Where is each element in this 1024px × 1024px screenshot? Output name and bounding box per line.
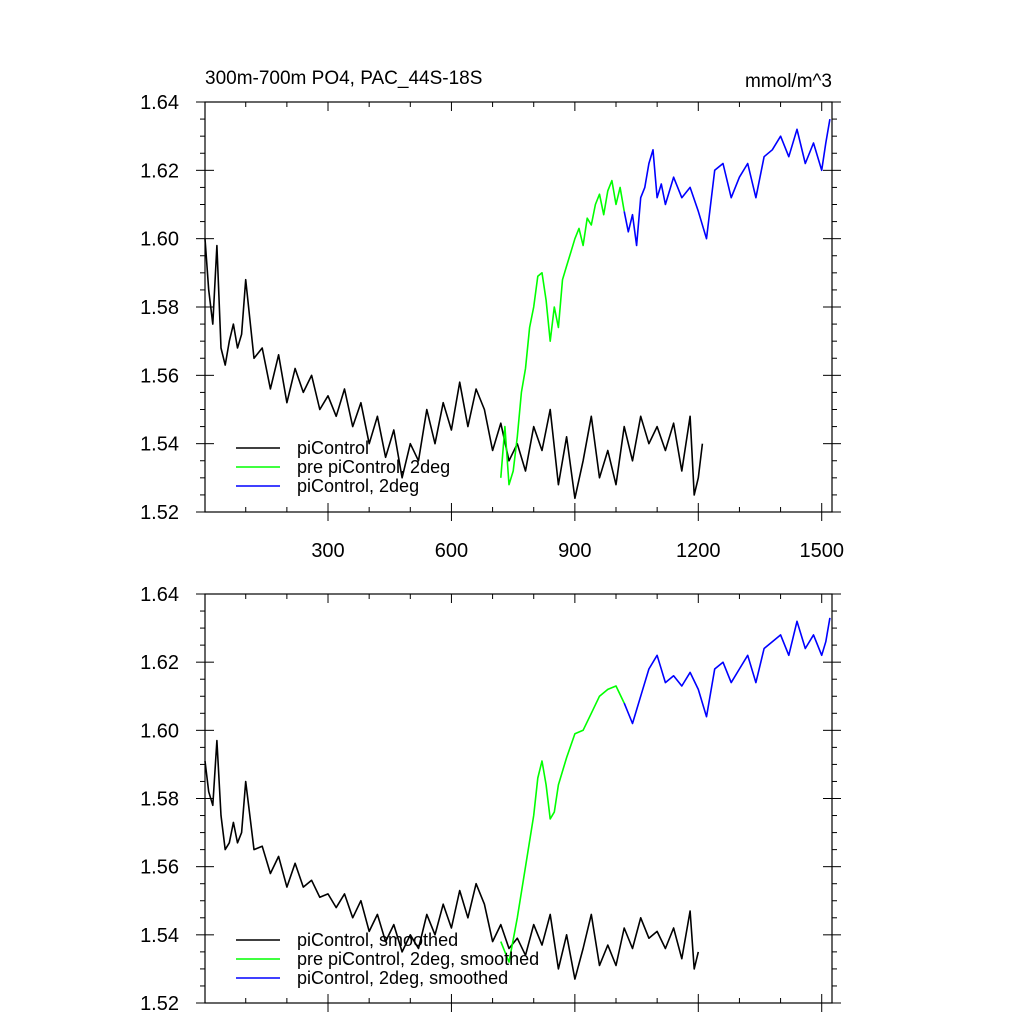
top-legend-label: piControl bbox=[297, 438, 369, 458]
bottom-ytick-label: 1.60 bbox=[140, 720, 179, 742]
top-legend-label: pre piControl, 2deg bbox=[297, 457, 450, 477]
top-ytick-label: 1.60 bbox=[140, 229, 179, 251]
bottom-ytick-label: 1.64 bbox=[140, 584, 179, 606]
bottom-series-line-3 bbox=[623, 617, 831, 725]
top-xtick-label: 300 bbox=[311, 540, 344, 562]
bottom-series-line-2 bbox=[500, 685, 625, 963]
top-xtick-label: 1500 bbox=[799, 540, 844, 562]
bottom-ytick-label: 1.54 bbox=[140, 925, 179, 947]
top-chart-title: 300m-700m PO4, PAC_44S-18S bbox=[205, 68, 482, 89]
bottom-ytick-label: 1.56 bbox=[140, 857, 179, 879]
top-xtick-label: 900 bbox=[558, 540, 591, 562]
top-ytick-label: 1.58 bbox=[140, 297, 179, 319]
top-chart-units: mmol/m^3 bbox=[745, 71, 832, 92]
bottom-ytick-label: 1.52 bbox=[140, 993, 179, 1015]
top-xtick-label: 600 bbox=[435, 540, 468, 562]
top-series-line-2 bbox=[500, 179, 625, 486]
top-legend-label: piControl, 2deg bbox=[297, 476, 419, 496]
top-ytick-label: 1.64 bbox=[140, 92, 179, 114]
top-chart: 300 600 900 1200 1500 1.52 1.54 1.56 1.58 1.60 1.6… bbox=[140, 92, 844, 562]
bottom-series-line-1 bbox=[204, 739, 700, 980]
top-ytick-label: 1.62 bbox=[140, 160, 179, 182]
top-ytick-label: 1.56 bbox=[140, 365, 179, 387]
bottom-ytick-label: 1.62 bbox=[140, 652, 179, 674]
bottom-legend-label: piControl, smoothed bbox=[297, 930, 458, 950]
top-ytick-label: 1.52 bbox=[140, 502, 179, 524]
bottom-chart: 1.52 1.54 1.56 1.58 1.60 1.62 1.64 piControl, s… bbox=[140, 584, 841, 1015]
bottom-ytick-label: 1.58 bbox=[140, 789, 179, 811]
bottom-legend-label: piControl, 2deg, smoothed bbox=[297, 968, 508, 988]
top-ytick-label: 1.54 bbox=[140, 434, 179, 456]
top-series-line-1 bbox=[204, 238, 704, 500]
top-series-line-3 bbox=[623, 118, 831, 247]
bottom-legend-label: pre piControl, 2deg, smoothed bbox=[297, 949, 539, 969]
top-xtick-label: 1200 bbox=[676, 540, 721, 562]
